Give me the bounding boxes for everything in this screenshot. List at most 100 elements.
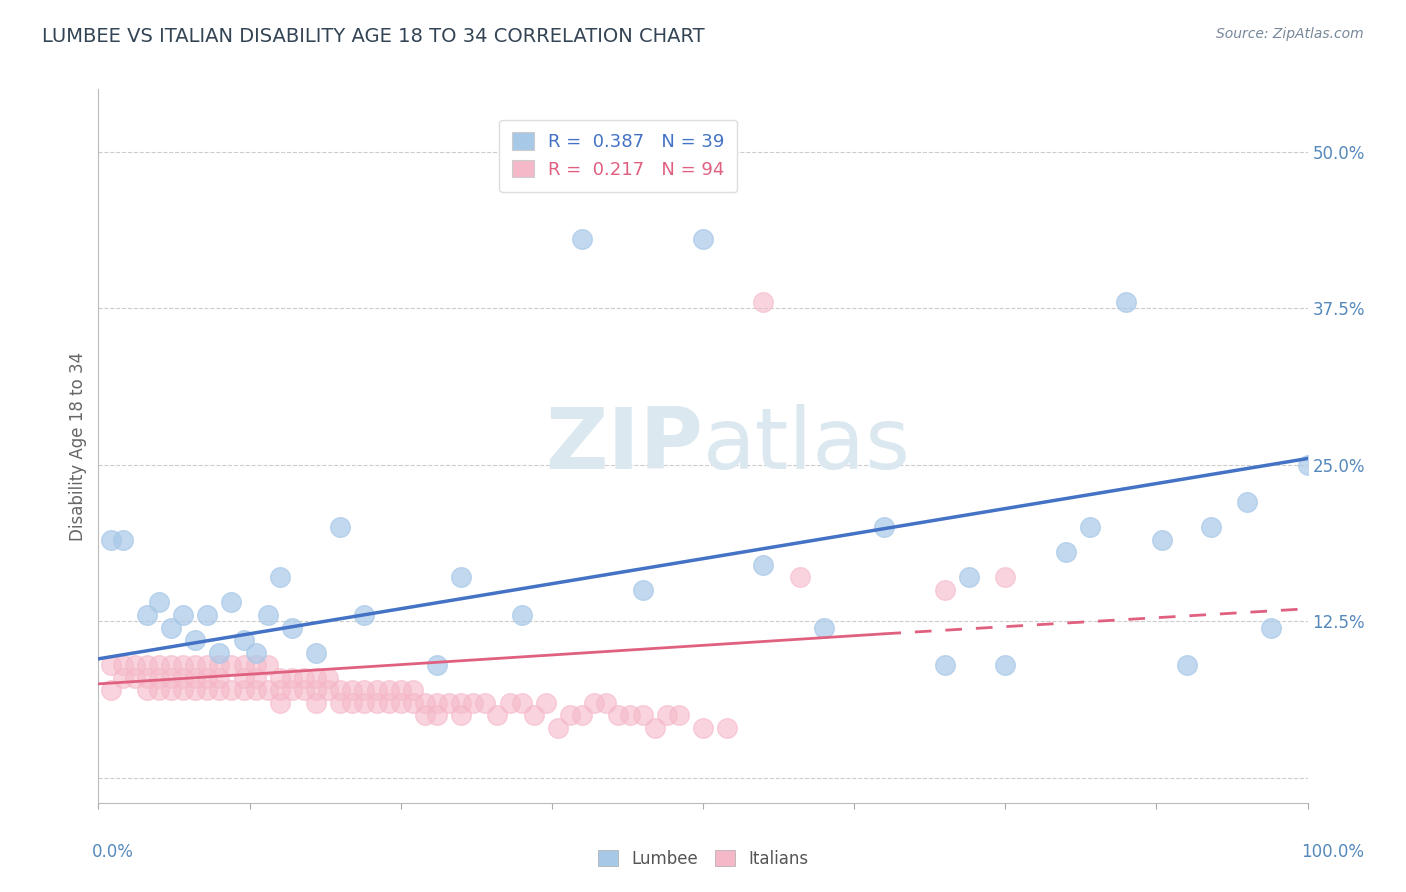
Point xyxy=(402,696,425,710)
Point xyxy=(269,671,291,685)
Point xyxy=(1236,495,1258,509)
Point xyxy=(1078,520,1101,534)
Point xyxy=(124,658,146,673)
Point xyxy=(269,696,291,710)
Point xyxy=(160,671,183,685)
Point xyxy=(631,708,654,723)
Point xyxy=(607,708,630,723)
Point xyxy=(148,683,170,698)
Point xyxy=(1054,545,1077,559)
Point xyxy=(571,708,593,723)
Point xyxy=(100,533,122,547)
Point xyxy=(389,696,412,710)
Point xyxy=(342,683,364,698)
Point xyxy=(558,708,581,723)
Point xyxy=(1152,533,1174,547)
Point xyxy=(752,558,775,572)
Point xyxy=(292,671,315,685)
Point xyxy=(813,621,835,635)
Text: 0.0%: 0.0% xyxy=(91,843,134,861)
Point xyxy=(195,671,218,685)
Point xyxy=(232,683,254,698)
Point xyxy=(377,683,399,698)
Point xyxy=(353,607,375,622)
Text: LUMBEE VS ITALIAN DISABILITY AGE 18 TO 34 CORRELATION CHART: LUMBEE VS ITALIAN DISABILITY AGE 18 TO 3… xyxy=(42,27,704,45)
Point xyxy=(135,607,157,622)
Point xyxy=(668,708,690,723)
Point xyxy=(245,646,267,660)
Point xyxy=(426,696,449,710)
Point xyxy=(631,582,654,597)
Point xyxy=(934,658,956,673)
Point xyxy=(195,658,218,673)
Point xyxy=(111,671,134,685)
Point xyxy=(160,683,183,698)
Point xyxy=(292,683,315,698)
Point xyxy=(994,658,1017,673)
Point xyxy=(534,696,557,710)
Point xyxy=(366,696,388,710)
Point xyxy=(172,671,194,685)
Point xyxy=(437,696,460,710)
Point xyxy=(135,658,157,673)
Point xyxy=(208,658,231,673)
Point xyxy=(281,683,304,698)
Point xyxy=(716,721,738,735)
Point xyxy=(111,658,134,673)
Point xyxy=(789,570,811,584)
Legend: R =  0.387   N = 39, R =  0.217   N = 94: R = 0.387 N = 39, R = 0.217 N = 94 xyxy=(499,120,737,192)
Point xyxy=(619,708,641,723)
Point xyxy=(184,683,207,698)
Point xyxy=(474,696,496,710)
Point xyxy=(172,658,194,673)
Point xyxy=(583,696,606,710)
Point xyxy=(245,683,267,698)
Point xyxy=(281,671,304,685)
Point xyxy=(644,721,666,735)
Point xyxy=(353,683,375,698)
Point xyxy=(256,658,278,673)
Point xyxy=(426,708,449,723)
Point xyxy=(329,696,352,710)
Point xyxy=(245,671,267,685)
Point xyxy=(450,570,472,584)
Point xyxy=(160,658,183,673)
Point xyxy=(124,671,146,685)
Point xyxy=(1260,621,1282,635)
Point xyxy=(195,607,218,622)
Point xyxy=(148,671,170,685)
Point xyxy=(305,683,328,698)
Point xyxy=(498,696,520,710)
Point xyxy=(208,683,231,698)
Point xyxy=(510,696,533,710)
Text: 100.0%: 100.0% xyxy=(1301,843,1364,861)
Y-axis label: Disability Age 18 to 34: Disability Age 18 to 34 xyxy=(69,351,87,541)
Text: Source: ZipAtlas.com: Source: ZipAtlas.com xyxy=(1216,27,1364,41)
Point xyxy=(232,633,254,648)
Point xyxy=(873,520,896,534)
Point xyxy=(329,520,352,534)
Point xyxy=(172,683,194,698)
Point xyxy=(232,671,254,685)
Point xyxy=(135,683,157,698)
Point xyxy=(510,607,533,622)
Text: atlas: atlas xyxy=(703,404,911,488)
Point xyxy=(100,683,122,698)
Point xyxy=(184,658,207,673)
Point xyxy=(450,708,472,723)
Point xyxy=(463,696,485,710)
Point xyxy=(305,696,328,710)
Point xyxy=(195,683,218,698)
Point xyxy=(957,570,980,584)
Point xyxy=(402,683,425,698)
Point xyxy=(221,595,243,609)
Point xyxy=(160,621,183,635)
Point xyxy=(305,671,328,685)
Point xyxy=(316,671,339,685)
Point xyxy=(184,633,207,648)
Point xyxy=(595,696,617,710)
Point xyxy=(245,658,267,673)
Point xyxy=(269,570,291,584)
Point xyxy=(305,646,328,660)
Point xyxy=(692,232,714,246)
